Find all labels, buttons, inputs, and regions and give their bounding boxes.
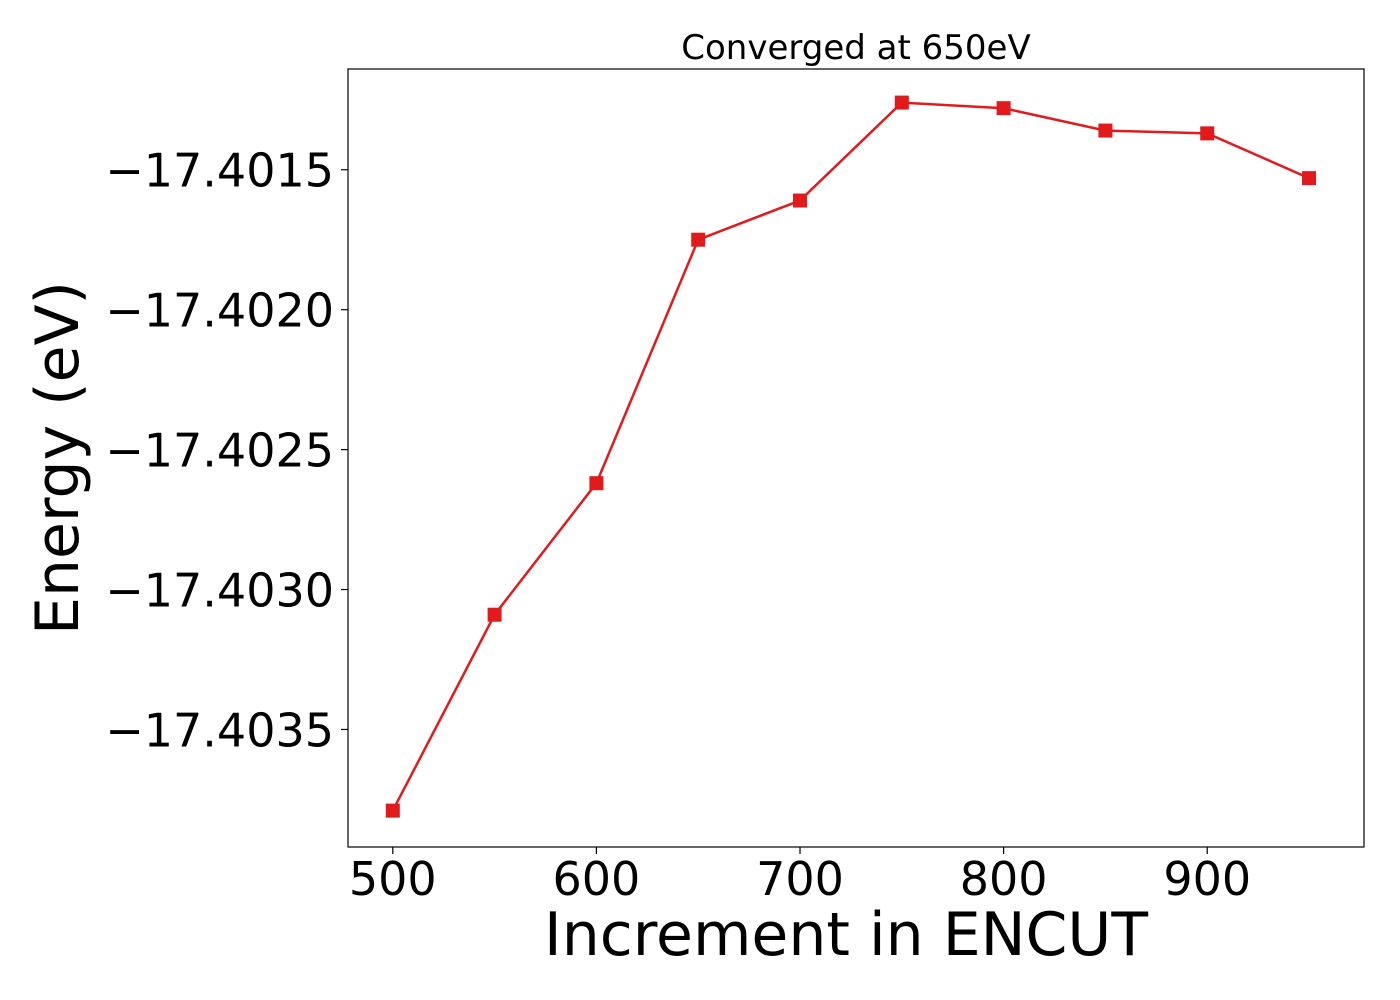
y-tick-label: −17.4015	[105, 144, 334, 198]
data-point	[1098, 123, 1113, 138]
data-point	[589, 476, 604, 491]
data-point	[1302, 171, 1317, 186]
x-tick-label: 600	[552, 852, 640, 906]
data-point	[793, 193, 808, 208]
x-axis-label: Increment in ENCUT	[544, 900, 1148, 970]
y-tick-label: −17.4035	[105, 703, 334, 757]
y-tick-label: −17.4030	[105, 564, 334, 618]
x-tick-label: 700	[756, 852, 844, 906]
plot-area	[347, 68, 1365, 848]
data-point	[1200, 126, 1215, 141]
x-tick-label: 500	[349, 852, 437, 906]
x-axis-ticks: 500 600 700 800 900	[349, 847, 1251, 906]
data-point	[996, 101, 1011, 116]
chart-title: Converged at 650eV	[681, 28, 1030, 68]
y-axis-label: Energy (eV)	[23, 281, 93, 635]
series-line	[391, 101, 1310, 812]
data-point	[894, 95, 909, 110]
series-layer	[385, 95, 1317, 818]
y-tick-label: −17.4025	[105, 424, 334, 478]
data-point	[487, 607, 502, 622]
data-point	[385, 803, 400, 818]
y-tick-label: −17.4020	[105, 284, 334, 338]
data-point	[691, 232, 706, 247]
x-tick-label: 900	[1163, 852, 1251, 906]
y-axis-ticks: −17.4015 −17.4020 −17.4025 −17.4030 −17.4035	[105, 144, 348, 757]
x-tick-label: 800	[960, 852, 1048, 906]
